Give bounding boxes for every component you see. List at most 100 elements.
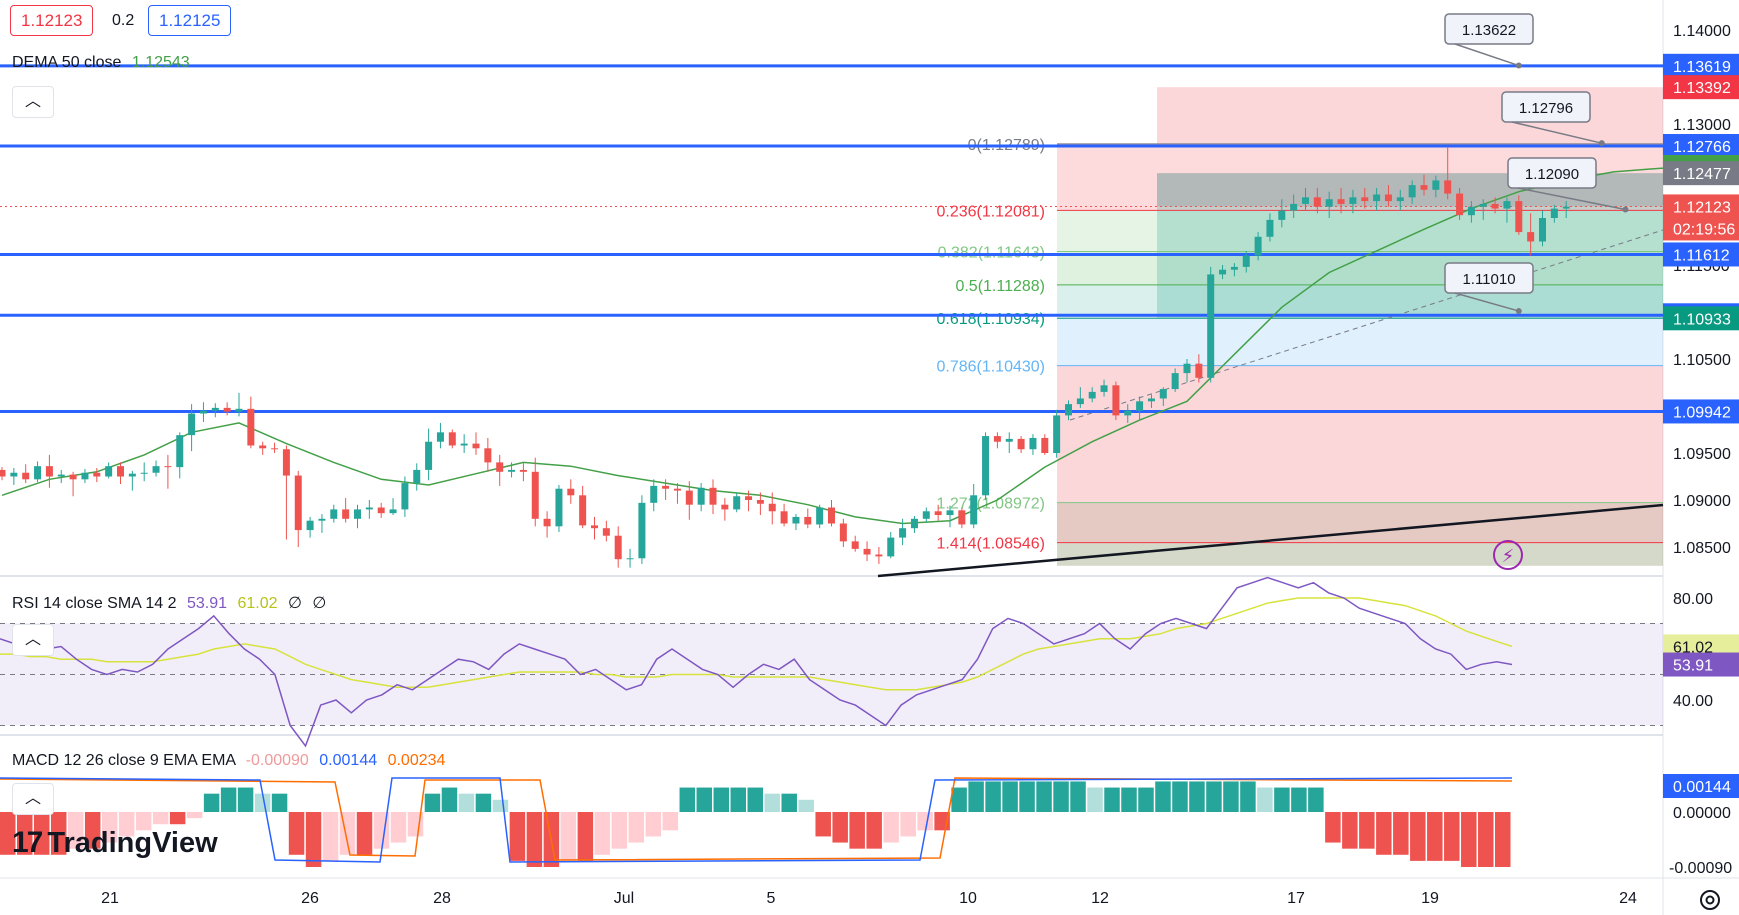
candle-body	[1408, 185, 1416, 198]
macd-histogram-bar	[67, 812, 84, 849]
ask-price-box[interactable]: 1.12125	[148, 5, 232, 36]
fib-zone	[1057, 210, 1663, 252]
candle-body	[318, 518, 326, 521]
candle-body	[887, 537, 895, 557]
macd-histogram-bar	[594, 812, 611, 855]
macd-histogram-bar	[1427, 812, 1443, 861]
candle-body	[650, 485, 658, 503]
candle-body	[223, 407, 231, 412]
macd-histogram-bar	[288, 812, 305, 855]
price-axis-tick: 1.08500	[1673, 540, 1731, 557]
candle-body	[0, 469, 6, 477]
candle-body	[768, 503, 776, 512]
fib-zone	[1057, 251, 1663, 285]
macd-legend[interactable]: MACD 12 26 close 9 EMA EMA -0.00090 0.00…	[12, 752, 445, 770]
candle-body	[342, 509, 350, 519]
price-axis-tag-label: 1.11612	[1673, 247, 1730, 264]
candle-body	[1242, 255, 1250, 267]
lightning-icon	[1493, 540, 1523, 570]
rsi-line	[0, 576, 1513, 748]
fib-level-label: 1.272(1.08972)	[936, 496, 1045, 513]
macd-histogram-bar	[917, 812, 933, 831]
macd-histogram-bar	[475, 793, 492, 812]
candle-body	[792, 516, 800, 524]
candle-body	[993, 436, 1001, 442]
macd-histogram-bar	[968, 781, 984, 812]
macd-histogram-bar	[1257, 787, 1273, 812]
candle-body	[685, 490, 693, 505]
price-axis-tag-label: 1.12766	[1673, 139, 1731, 156]
candle-body	[413, 469, 421, 484]
candle-body	[401, 483, 409, 510]
macd-histogram-bar	[254, 793, 271, 812]
candle-body	[982, 436, 990, 496]
price-axis-tag-label: 1.09942	[1673, 404, 1731, 421]
candle-body	[34, 466, 42, 480]
candle-body	[271, 448, 279, 450]
rsi-axis-tick: 80.00	[1673, 591, 1713, 608]
rsi-sma-tag-label: 61.02	[1673, 639, 1713, 656]
rsi-legend[interactable]: RSI 14 close SMA 14 2 53.91 61.02 ∅ ∅	[12, 593, 326, 613]
candle-body	[1183, 363, 1191, 374]
macd-histogram-bar	[560, 812, 577, 861]
macd-histogram-bar	[849, 812, 865, 849]
candle-body	[259, 445, 267, 449]
tradingview-icon: 17	[12, 826, 43, 859]
bid-price-box[interactable]: 1.12123	[10, 5, 94, 36]
macd-histogram-bar	[16, 812, 33, 855]
candle-body	[970, 495, 978, 525]
candle-body	[567, 488, 575, 496]
dema-legend[interactable]: DEMA 50 close 1.12543	[12, 54, 190, 72]
candle-body	[531, 471, 539, 519]
candle-body	[1065, 404, 1072, 416]
candle-body	[1112, 385, 1120, 416]
time-axis-label: 12	[1091, 890, 1109, 907]
candle-body	[958, 510, 966, 525]
candle-body	[946, 510, 954, 516]
candle-body	[1029, 437, 1037, 450]
fib-level-label: 1.414(1.08546)	[936, 536, 1045, 553]
macd-histogram-bar	[0, 812, 16, 855]
candle-body	[1278, 210, 1286, 220]
fib-level-label: 0.618(1.10934)	[936, 311, 1045, 328]
candle-body	[93, 472, 101, 477]
rsi-collapse-button[interactable]: ︿	[12, 624, 54, 656]
candle-body	[875, 554, 883, 557]
macd-histogram-bar	[1461, 812, 1477, 867]
macd-line	[0, 777, 1513, 863]
candle-body	[1479, 203, 1487, 207]
tradingview-logo[interactable]: 17 TradingView	[12, 826, 218, 860]
candle-body	[69, 474, 77, 480]
macd-histogram-bar	[492, 799, 509, 812]
price-axis-tick: 1.09500	[1673, 446, 1731, 463]
macd-histogram-bar	[764, 793, 780, 812]
candle-body	[1420, 185, 1428, 190]
main-collapse-button[interactable]: ︿	[12, 86, 54, 118]
candle-body	[128, 473, 136, 477]
macd-histogram-bar	[1189, 781, 1205, 812]
candle-body	[1349, 197, 1357, 204]
gear-icon[interactable]	[1696, 886, 1724, 914]
price-callout-pointer	[1511, 121, 1602, 144]
rsi-extra-1: ∅	[287, 595, 302, 612]
candle-body	[579, 495, 587, 526]
macd-histogram-bar	[1172, 781, 1188, 812]
candle-body	[733, 496, 741, 510]
price-callout-anchor	[1515, 308, 1522, 315]
macd-histogram-bar	[611, 812, 628, 849]
candle-body	[10, 472, 18, 477]
candle-body	[1266, 219, 1274, 237]
candle-body	[1005, 438, 1013, 442]
macd-tag	[1663, 774, 1739, 798]
macd-histogram-bar	[1274, 787, 1290, 812]
candle-body	[1017, 438, 1025, 450]
macd-collapse-button[interactable]: ︿	[12, 783, 54, 815]
chevron-up-icon: ︿	[24, 790, 41, 807]
macd-histogram-bar	[509, 812, 526, 861]
macd-histogram-bar	[1376, 812, 1392, 855]
candle-body	[721, 504, 729, 510]
price-axis-tag-label: 1.13392	[1673, 80, 1731, 97]
macd-histogram-bar	[50, 812, 67, 855]
candle-body	[235, 408, 243, 412]
